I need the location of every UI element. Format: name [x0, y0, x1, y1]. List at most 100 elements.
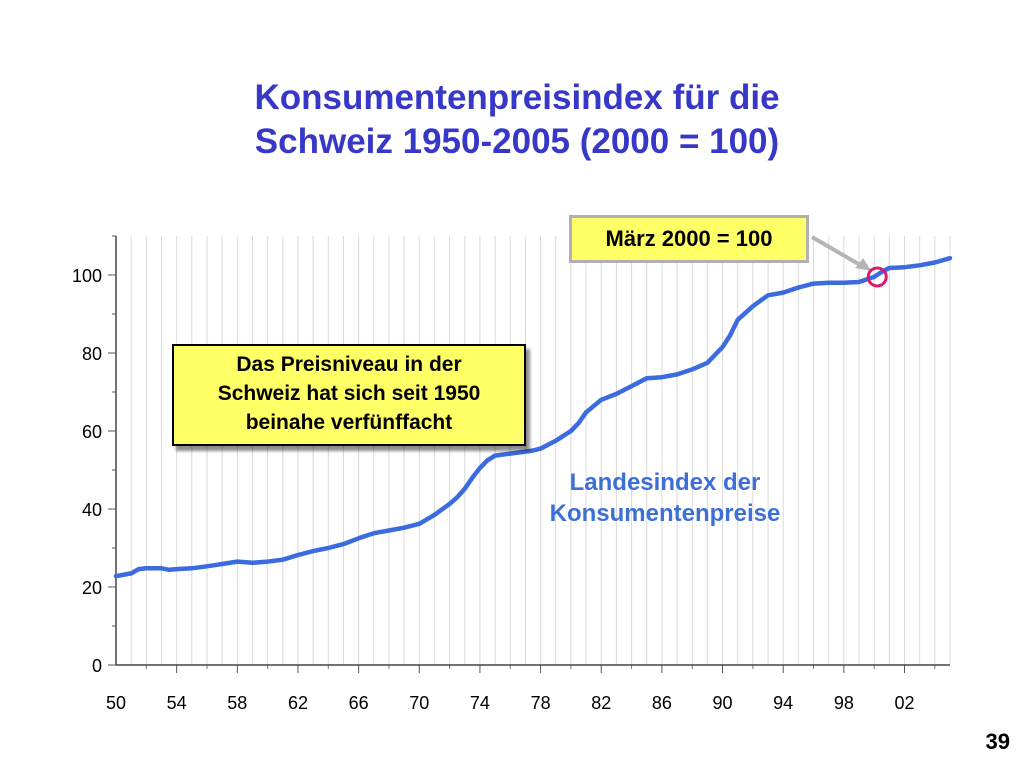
data-point	[432, 513, 437, 517]
data-point	[902, 265, 907, 270]
series-label: Landesindex der Konsumentenpreise	[505, 467, 825, 529]
callout-arrow-line	[810, 235, 867, 270]
data-point	[478, 466, 482, 470]
data-point	[751, 304, 755, 309]
x-tick-label: 94	[773, 693, 793, 713]
data-point	[531, 448, 535, 453]
data-point	[553, 438, 558, 443]
data-point	[296, 553, 300, 557]
data-point	[235, 559, 240, 564]
x-tick-label: 66	[349, 693, 369, 713]
data-point	[811, 281, 816, 286]
data-point	[326, 546, 331, 550]
y-tick-label: 100	[72, 266, 102, 286]
y-tick-label: 60	[82, 422, 102, 442]
chart-grid	[130, 236, 951, 665]
x-tick-label: 78	[531, 693, 551, 713]
data-point	[796, 285, 801, 290]
data-point	[356, 536, 361, 541]
data-point	[371, 531, 376, 535]
title-line-1: Konsumentenpreisindex für die	[254, 78, 780, 117]
data-point	[917, 263, 922, 268]
data-point	[174, 567, 179, 571]
march-2000-callout: März 2000 = 100	[569, 215, 809, 263]
y-tick-label: 80	[82, 344, 102, 364]
data-point	[417, 522, 422, 526]
data-point	[205, 564, 209, 569]
data-point	[190, 566, 194, 571]
data-point	[766, 293, 770, 298]
series-label-line-1: Landesindex der	[569, 469, 761, 496]
x-tick-label: 62	[288, 693, 308, 713]
page-number: 39	[985, 729, 1010, 754]
data-point	[842, 281, 846, 285]
data-point	[781, 290, 785, 295]
data-point	[455, 495, 459, 500]
data-point	[887, 266, 892, 270]
data-point	[250, 561, 255, 565]
x-tick-label: 50	[106, 693, 126, 713]
data-point	[857, 280, 861, 284]
data-point	[614, 392, 619, 396]
data-point	[114, 574, 118, 578]
data-point	[136, 567, 141, 571]
title-line-2: Schweiz 1950-2005 (2000 = 100)	[254, 122, 780, 161]
callout-line-1: Das Preisniveau in der	[236, 353, 462, 376]
x-tick-label: 90	[713, 693, 733, 713]
y-tick-labels: 0 20 40 60 80 100	[72, 266, 102, 676]
highlight-ring	[866, 266, 888, 288]
data-point	[705, 360, 710, 365]
data-point	[144, 566, 149, 571]
data-point	[387, 528, 391, 533]
data-point	[508, 451, 513, 456]
data-point	[485, 458, 490, 463]
data-point	[690, 367, 695, 372]
data-point	[948, 256, 952, 261]
slide-title: Konsumentenpreisindex für die Schweiz 19…	[0, 76, 1024, 164]
data-point	[159, 566, 164, 571]
data-point	[462, 486, 467, 491]
series-layer	[113, 255, 953, 579]
data-point	[447, 502, 452, 506]
x-tick-label: 02	[894, 693, 914, 713]
y-tick-label: 20	[82, 578, 102, 598]
data-point	[523, 449, 528, 454]
callout-layer	[810, 235, 888, 288]
series-label-line-2: Konsumentenpreise	[549, 500, 781, 527]
data-point	[933, 260, 937, 265]
data-point	[826, 281, 831, 285]
data-point	[629, 384, 634, 388]
data-point	[599, 398, 604, 402]
data-point	[735, 318, 740, 322]
data-point	[720, 345, 725, 349]
data-point	[493, 453, 497, 458]
data-point	[311, 549, 315, 553]
x-tick-label: 58	[227, 693, 247, 713]
data-point	[167, 568, 171, 572]
callout-line-2: Schweiz hat sich seit 1950	[217, 382, 481, 405]
price-level-callout: Das Preisniveau in der Schweiz hat sich …	[172, 344, 526, 446]
data-point	[281, 557, 285, 562]
data-point	[470, 476, 475, 480]
callout-line-3: beinahe verfünffacht	[245, 411, 453, 434]
x-tick-label: 70	[409, 693, 429, 713]
x-tick-labels: 50 54 58 62 66 70 74 78 82 86 90 94 98 02	[106, 693, 915, 713]
data-point	[576, 421, 581, 426]
data-point	[341, 542, 346, 546]
data-point	[129, 571, 133, 576]
data-point	[569, 429, 573, 433]
data-point	[872, 275, 876, 279]
data-point	[675, 372, 679, 377]
x-tick-label: 74	[470, 693, 490, 713]
data-point	[728, 333, 732, 338]
data-point	[584, 410, 588, 415]
y-tick-label: 40	[82, 500, 102, 520]
data-point	[538, 446, 543, 451]
data-point	[644, 376, 649, 381]
chart-axes	[108, 235, 950, 673]
y-tick-label: 0	[92, 656, 102, 676]
data-point	[660, 375, 664, 379]
x-tick-label: 82	[591, 693, 611, 713]
data-point	[265, 559, 270, 564]
